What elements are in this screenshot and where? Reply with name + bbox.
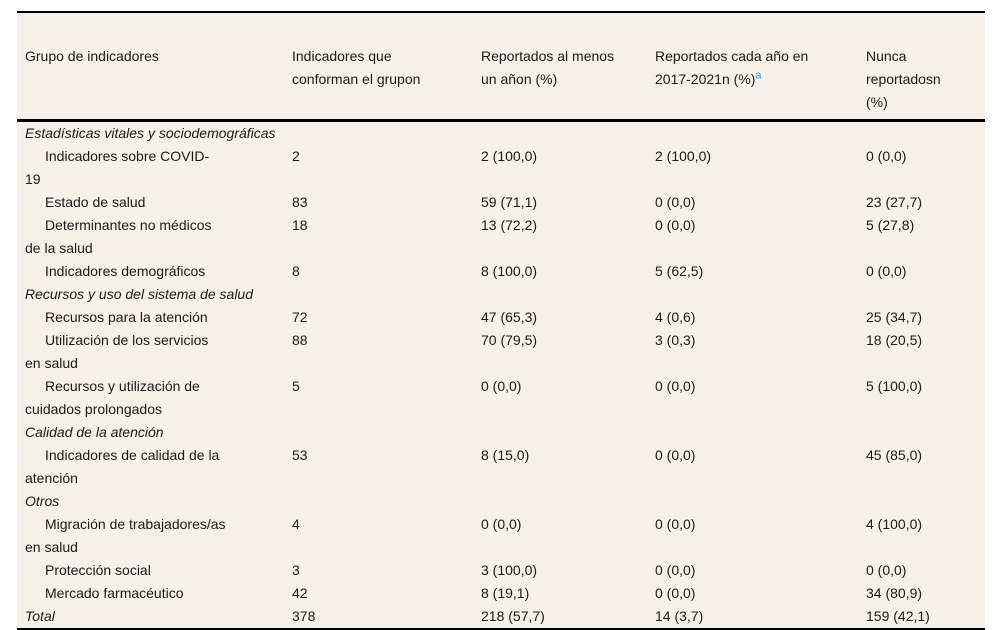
cell-total-indicators: 378 — [292, 608, 316, 624]
cell-total-indicators: 83 — [292, 194, 308, 210]
section-row: Recursos y uso del sistema de salud — [17, 283, 985, 306]
row-label: Indicadores demográficos — [45, 263, 206, 279]
cell-reported-at-least-one-year: 70 (79,5) — [481, 332, 538, 348]
section-row: Calidad de la atención — [17, 421, 985, 444]
cell-total-indicators: 3 — [292, 562, 300, 578]
row-label: Calidad de la atención — [25, 424, 164, 440]
row-label: Recursos y uso del sistema de salud — [25, 286, 253, 302]
cell-reported-every-year: 0 (0,0) — [655, 378, 696, 394]
column-header-grupo-de-indicadores: Grupo de indicadores — [17, 12, 292, 122]
row-label: Indicadores sobre COVID- 19 — [25, 148, 210, 187]
cell-never-reported: 0 (0,0) — [866, 562, 907, 578]
cell-reported-every-year: 0 (0,0) — [655, 562, 696, 578]
cell-reported-at-least-one-year: 8 (15,0) — [481, 447, 530, 463]
cell-never-reported: 45 (85,0) — [866, 447, 923, 463]
section-row: Estadísticas vitales y sociodemográficas — [17, 121, 985, 146]
cell-reported-every-year: 2 (100,0) — [655, 148, 712, 164]
cell-reported-every-year: 5 (62,5) — [655, 263, 704, 279]
table-row: Indicadores demográficos 8 8 (100,0) 5 (62,… — [17, 260, 985, 283]
table-header-row: Grupo de indicadores Indicadores que con… — [17, 12, 985, 122]
table-row: Estado de salud 83 59 (71,1) 0 (0,0) 23 (27,… — [17, 191, 985, 214]
cell-reported-every-year: 0 (0,0) — [655, 194, 696, 210]
column-header-reportados-al-menos: Reportados al menos un añon (%) — [481, 12, 655, 122]
column-header-label: Indicadores que conforman el grupon — [292, 48, 421, 87]
cell-total-indicators: 88 — [292, 332, 308, 348]
row-label: Estado de salud — [45, 194, 146, 210]
table-row: Utilización de los servicios en salud 88 7… — [17, 329, 985, 375]
cell-never-reported: 34 (80,9) — [866, 585, 923, 601]
row-label: Migración de trabajadores/as en salud — [25, 516, 226, 555]
column-header-reportados-cada-ano: Reportados cada año en 2017-2021n (%)a — [655, 12, 866, 122]
cell-total-indicators: 72 — [292, 309, 308, 325]
cell-never-reported: 23 (27,7) — [866, 194, 923, 210]
cell-total-indicators: 53 — [292, 447, 308, 463]
column-header-label: Reportados cada año en 2017-2021n (%) — [655, 48, 809, 87]
cell-reported-every-year: 4 (0,6) — [655, 309, 696, 325]
cell-total-indicators: 18 — [292, 217, 308, 233]
cell-reported-every-year: 0 (0,0) — [655, 217, 696, 233]
footnote-marker-a[interactable]: a — [755, 69, 762, 82]
cell-total-indicators: 2 — [292, 148, 300, 164]
cell-reported-at-least-one-year: 2 (100,0) — [481, 148, 538, 164]
cell-reported-at-least-one-year: 218 (57,7) — [481, 608, 545, 624]
cell-reported-every-year: 14 (3,7) — [655, 608, 704, 624]
table-header: Grupo de indicadores Indicadores que con… — [17, 12, 985, 122]
column-header-label: Reportados al menos un añon (%) — [481, 48, 615, 87]
cell-never-reported: 5 (100,0) — [866, 378, 923, 394]
row-label: Indicadores de calidad de la atención — [25, 447, 220, 486]
row-label: Estadísticas vitales y sociodemográficas — [25, 125, 276, 141]
cell-reported-every-year: 0 (0,0) — [655, 585, 696, 601]
cell-reported-at-least-one-year: 0 (0,0) — [481, 378, 522, 394]
indicators-table: Grupo de indicadores Indicadores que con… — [17, 11, 985, 630]
cell-reported-at-least-one-year: 0 (0,0) — [481, 516, 522, 532]
table-row: Recursos para la atención 72 47 (65,3) 4 (0… — [17, 306, 985, 329]
table-row: Recursos y utilización de cuidados prolo… — [17, 375, 985, 421]
row-label: Total — [25, 608, 55, 624]
cell-reported-at-least-one-year: 47 (65,3) — [481, 309, 538, 325]
column-header-nunca-reportados: Nunca reportadosn (%) — [866, 12, 985, 122]
row-label: Determinantes no médicos de la salud — [25, 217, 212, 256]
cell-total-indicators: 5 — [292, 378, 300, 394]
row-label: Recursos y utilización de cuidados prolo… — [25, 378, 200, 417]
row-label: Recursos para la atención — [45, 309, 208, 325]
indicators-table-grid: Grupo de indicadores Indicadores que con… — [17, 11, 985, 630]
row-label: Otros — [25, 493, 60, 509]
row-label: Utilización de los servicios en salud — [25, 332, 209, 371]
cell-never-reported: 4 (100,0) — [866, 516, 923, 532]
table-row: Determinantes no médicos de la salud 18 13… — [17, 214, 985, 260]
total-row: Total 378 218 (57,7) 14 (3,7) 159 (42,1) — [17, 605, 985, 629]
cell-never-reported: 18 (20,5) — [866, 332, 923, 348]
column-header-label: Nunca reportadosn (%) — [866, 48, 941, 110]
row-label: Protección social — [45, 562, 151, 578]
cell-reported-every-year: 0 (0,0) — [655, 447, 696, 463]
cell-total-indicators: 42 — [292, 585, 308, 601]
table-row: Indicadores de calidad de la atención 53 8… — [17, 444, 985, 490]
cell-reported-at-least-one-year: 13 (72,2) — [481, 217, 538, 233]
cell-never-reported: 25 (34,7) — [866, 309, 923, 325]
cell-reported-at-least-one-year: 8 (100,0) — [481, 263, 538, 279]
cell-reported-at-least-one-year: 8 (19,1) — [481, 585, 530, 601]
table-row: Protección social 3 3 (100,0) 0 (0,0) 0 (0,0… — [17, 559, 985, 582]
cell-reported-every-year: 3 (0,3) — [655, 332, 696, 348]
table-row: Migración de trabajadores/as en salud 4 0 … — [17, 513, 985, 559]
table-body: Estadísticas vitales y sociodemográficas… — [17, 121, 985, 630]
row-label: Mercado farmacéutico — [45, 585, 184, 601]
cell-never-reported: 0 (0,0) — [866, 263, 907, 279]
table-row: Mercado farmacéutico 42 8 (19,1) 0 (0,0) 34 … — [17, 582, 985, 605]
cell-reported-at-least-one-year: 3 (100,0) — [481, 562, 538, 578]
section-row: Otros — [17, 490, 985, 513]
cell-never-reported: 5 (27,8) — [866, 217, 915, 233]
table-row: Indicadores sobre COVID- 19 2 2 (100,0) 2 (… — [17, 145, 985, 191]
cell-reported-at-least-one-year: 59 (71,1) — [481, 194, 538, 210]
cell-total-indicators: 8 — [292, 263, 300, 279]
cell-never-reported: 159 (42,1) — [866, 608, 930, 624]
cell-total-indicators: 4 — [292, 516, 300, 532]
cell-never-reported: 0 (0,0) — [866, 148, 907, 164]
cell-reported-every-year: 0 (0,0) — [655, 516, 696, 532]
column-header-label: Grupo de indicadores — [25, 48, 159, 64]
column-header-indicadores-que-conforman: Indicadores que conforman el grupon — [292, 12, 481, 122]
